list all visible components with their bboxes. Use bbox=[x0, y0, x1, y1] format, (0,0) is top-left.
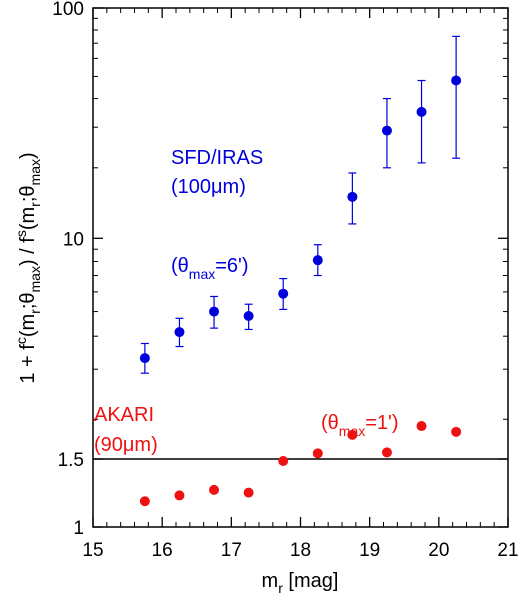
akari-annotation-wavelength: (90μm) bbox=[94, 434, 158, 456]
data-point bbox=[347, 429, 358, 440]
y-tick-label: 1 bbox=[73, 518, 84, 539]
data-point bbox=[451, 426, 462, 437]
data-point bbox=[451, 75, 462, 86]
y-tick-label: 1.5 bbox=[58, 450, 84, 471]
data-point bbox=[312, 448, 323, 459]
y-axis-label: 1 + fc(mr;θmax) / fs(mr;θmax) bbox=[13, 152, 43, 383]
data-point bbox=[381, 447, 392, 458]
x-tick-label: 20 bbox=[428, 540, 449, 561]
series-layer bbox=[139, 35, 462, 507]
data-point bbox=[278, 288, 289, 299]
x-axis-label: mr [mag] bbox=[262, 570, 339, 596]
y-axis-ticks: 1 1.5 10 100 bbox=[52, 0, 508, 539]
sfd-annotation-theta: (θmax=6') bbox=[171, 255, 249, 282]
akari-annotation-name: AKARI bbox=[94, 404, 154, 426]
data-point bbox=[243, 311, 254, 322]
x-axis-label-sub: r bbox=[278, 580, 283, 596]
series-akari bbox=[139, 421, 462, 507]
sfd-annotation-wavelength: (100μm) bbox=[171, 176, 246, 198]
akari-annotation-theta: (θmax=1') bbox=[321, 412, 399, 439]
data-point bbox=[312, 255, 323, 266]
data-point bbox=[139, 353, 150, 364]
x-axis-label-base: m bbox=[262, 570, 279, 592]
x-tick-label: 17 bbox=[221, 540, 242, 561]
data-point bbox=[174, 490, 185, 501]
x-axis-ticks: 15 16 17 18 19 20 21 bbox=[82, 8, 519, 561]
x-axis-label-rest: [mag] bbox=[283, 570, 339, 592]
data-point bbox=[209, 306, 220, 317]
akari-theta-value: =1') bbox=[365, 412, 398, 434]
series-sfd-iras bbox=[139, 35, 462, 374]
y-tick-label: 10 bbox=[63, 229, 84, 250]
x-tick-label: 15 bbox=[82, 540, 103, 561]
data-point bbox=[416, 421, 427, 432]
sfd-theta-value: =6') bbox=[215, 255, 248, 277]
x-tick-label: 16 bbox=[152, 540, 173, 561]
sfd-annotation-name: SFD/IRAS bbox=[171, 147, 263, 169]
data-point bbox=[381, 125, 392, 136]
y-tick-label: 100 bbox=[52, 0, 84, 20]
x-tick-label: 18 bbox=[290, 540, 311, 561]
data-point bbox=[416, 106, 427, 117]
sfd-theta-subscript: max bbox=[189, 266, 215, 282]
akari-theta-subscript: max bbox=[339, 423, 365, 439]
x-tick-label: 19 bbox=[359, 540, 380, 561]
data-point bbox=[174, 327, 185, 338]
sfd-theta-symbol: (θ bbox=[171, 255, 189, 277]
data-point bbox=[243, 487, 254, 498]
data-point bbox=[139, 496, 150, 507]
data-point bbox=[278, 456, 289, 467]
data-point bbox=[209, 484, 220, 495]
data-point bbox=[347, 191, 358, 202]
x-tick-label: 21 bbox=[497, 540, 518, 561]
akari-theta-symbol: (θ bbox=[321, 412, 339, 434]
